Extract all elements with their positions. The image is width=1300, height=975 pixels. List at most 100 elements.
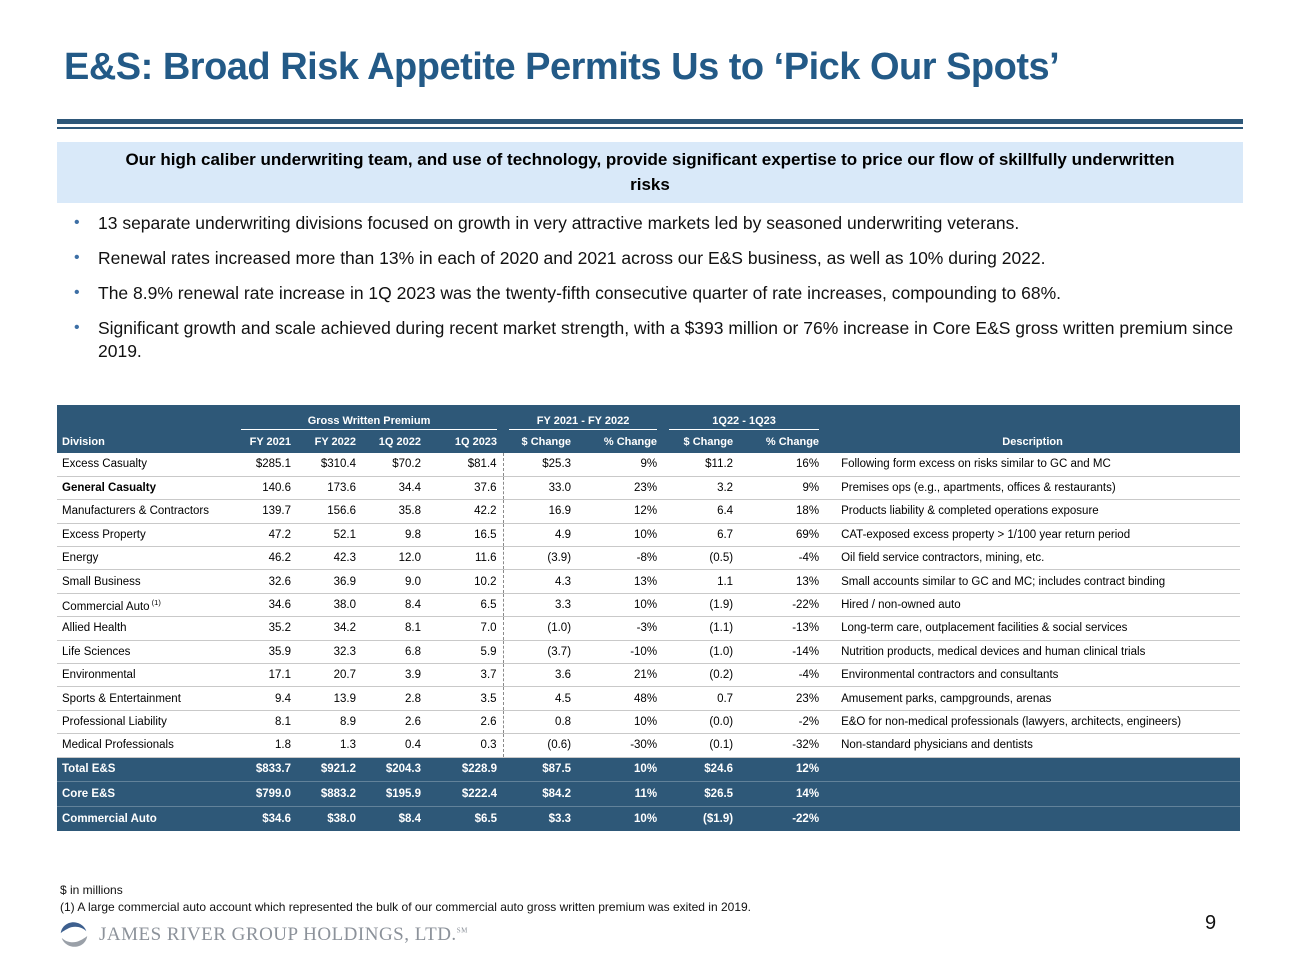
total-value-cell: $228.9: [427, 757, 504, 783]
total-value-cell: $883.2: [297, 781, 362, 807]
value-cell: 3.6: [502, 663, 578, 688]
total-value-cell: $38.0: [297, 806, 362, 831]
value-cell: 9.8: [362, 523, 427, 548]
value-cell: $81.4: [427, 453, 504, 477]
value-cell: 37.6: [427, 476, 504, 501]
value-cell: -14%: [739, 640, 826, 665]
total-row: Core E&S $799.0 $883.2 $195.9 $222.4 $84.2 11%…: [57, 781, 1241, 807]
table-header: Gross Written Premium FY 2021 - FY 2022 …: [57, 405, 1241, 453]
division-description: Environmental contractors and consultant…: [825, 663, 1241, 688]
value-cell: 1.1: [663, 569, 740, 594]
value-cell: 6.8: [362, 640, 427, 665]
table-row: Small Business 32.6 36.9 9.0 10.2 4.3 13% 1.1 13…: [57, 569, 1241, 594]
division-name: Energy: [57, 546, 235, 571]
division-description: Small accounts similar to GC and MC; inc…: [825, 569, 1241, 594]
value-cell: 139.7: [235, 499, 297, 524]
value-cell: (0.2): [663, 663, 740, 688]
table-row: Energy 46.2 42.3 12.0 11.6 (3.9) -8% (0.5) -4% Oi…: [57, 546, 1241, 571]
table-column-header-row: Division FY 2021 FY 2022 1Q 2022 1Q 2023…: [57, 431, 1241, 453]
total-description-blank: [825, 806, 1241, 831]
bullet-item: 13 separate underwriting divisions focus…: [70, 212, 1235, 235]
page-title: E&S: Broad Risk Appetite Permits Us to ‘…: [64, 46, 1060, 88]
column-header-fy2022: FY 2022: [297, 431, 362, 453]
value-cell: 47.2: [235, 523, 297, 548]
value-cell: 156.6: [297, 499, 362, 524]
value-cell: 23%: [577, 476, 664, 501]
value-cell: -3%: [577, 616, 664, 641]
division-name: General Casualty: [57, 476, 235, 501]
value-cell: -10%: [577, 640, 664, 665]
value-cell: 10%: [577, 710, 664, 735]
value-cell: (1.9): [663, 593, 740, 618]
title-divider: [57, 119, 1243, 129]
table-row: Medical Professionals 1.8 1.3 0.4 0.3 (0.6) -3…: [57, 733, 1241, 758]
value-cell: 16.9: [502, 499, 578, 524]
highlight-text: Our high caliber underwriting team, and …: [125, 150, 1175, 194]
value-cell: (0.6): [502, 733, 578, 758]
total-value-cell: $8.4: [362, 806, 427, 831]
value-cell: 13%: [739, 569, 826, 594]
total-value-cell: 11%: [577, 781, 664, 807]
division-description: Products liability & completed operation…: [825, 499, 1241, 524]
division-name: Life Sciences: [57, 640, 235, 665]
table-row: Excess Property 47.2 52.1 9.8 16.5 4.9 10% 6.7 6…: [57, 523, 1241, 548]
table-row: Manufacturers & Contractors 139.7 156.6 35.…: [57, 499, 1241, 524]
column-header-q-percent-change: % Change: [739, 431, 826, 453]
value-cell: 10.2: [427, 569, 504, 594]
logo-servicemark: SM: [456, 926, 468, 935]
value-cell: 9.4: [235, 686, 297, 711]
division-name: Professional Liability: [57, 710, 235, 735]
table-row: Excess Casualty $285.1 $310.4 $70.2 $81.4 $25…: [57, 453, 1241, 477]
value-cell: 12.0: [362, 546, 427, 571]
division-description: E&O for non-medical professionals (lawye…: [825, 710, 1241, 735]
value-cell: $11.2: [663, 453, 740, 477]
value-cell: 2.6: [427, 710, 504, 735]
value-cell: 38.0: [297, 593, 362, 618]
total-row: Commercial Auto $34.6 $38.0 $8.4 $6.5 $3.3 10%…: [57, 806, 1241, 831]
column-header-1q2022: 1Q 2022: [362, 431, 427, 453]
value-cell: 8.1: [362, 616, 427, 641]
total-value-cell: $921.2: [297, 757, 362, 783]
total-value-cell: $6.5: [427, 806, 504, 831]
value-cell: 16.5: [427, 523, 504, 548]
total-value-cell: 12%: [739, 757, 826, 783]
total-value-cell: $799.0: [235, 781, 297, 807]
total-value-cell: $34.6: [235, 806, 297, 831]
value-cell: 0.4: [362, 733, 427, 758]
units-note: $ in millions: [60, 883, 123, 897]
table-body: Excess Casualty $285.1 $310.4 $70.2 $81.4 $25…: [57, 453, 1241, 758]
division-name: Medical Professionals: [57, 733, 235, 758]
divisions-table-wrap: Gross Written Premium FY 2021 - FY 2022 …: [57, 405, 1241, 831]
value-cell: 6.7: [663, 523, 740, 548]
total-value-cell: $3.3: [503, 806, 578, 831]
value-cell: 8.1: [235, 710, 297, 735]
division-description: Following form excess on risks similar t…: [825, 453, 1241, 477]
value-cell: 0.3: [427, 733, 504, 758]
value-cell: 69%: [739, 523, 826, 548]
division-name: Excess Casualty: [57, 453, 235, 477]
footnotes: $ in millions (1) A large commercial aut…: [60, 882, 751, 916]
value-cell: 10%: [577, 593, 664, 618]
value-cell: 9%: [577, 453, 664, 477]
value-cell: 9%: [739, 476, 826, 501]
value-cell: (0.5): [663, 546, 740, 571]
value-cell: 6.4: [663, 499, 740, 524]
value-cell: 0.8: [502, 710, 578, 735]
column-header-q-dollar-change: $ Change: [663, 431, 740, 453]
divisions-table: Gross Written Premium FY 2021 - FY 2022 …: [57, 405, 1241, 831]
value-cell: -22%: [739, 593, 826, 618]
division-description: Non-standard physicians and dentists: [825, 733, 1241, 758]
value-cell: (0.1): [663, 733, 740, 758]
division-name: Small Business: [57, 569, 235, 594]
value-cell: 35.8: [362, 499, 427, 524]
value-cell: 1.3: [297, 733, 362, 758]
value-cell: 2.8: [362, 686, 427, 711]
value-cell: 34.4: [362, 476, 427, 501]
value-cell: 32.6: [235, 569, 297, 594]
table-row: Life Sciences 35.9 32.3 6.8 5.9 (3.7) -10% (1.0…: [57, 640, 1241, 665]
bullet-list: 13 separate underwriting divisions focus…: [70, 212, 1235, 375]
value-cell: 52.1: [297, 523, 362, 548]
value-cell: 16%: [739, 453, 826, 477]
value-cell: 35.2: [235, 616, 297, 641]
group-header-fy-change: FY 2021 - FY 2022: [509, 415, 658, 430]
